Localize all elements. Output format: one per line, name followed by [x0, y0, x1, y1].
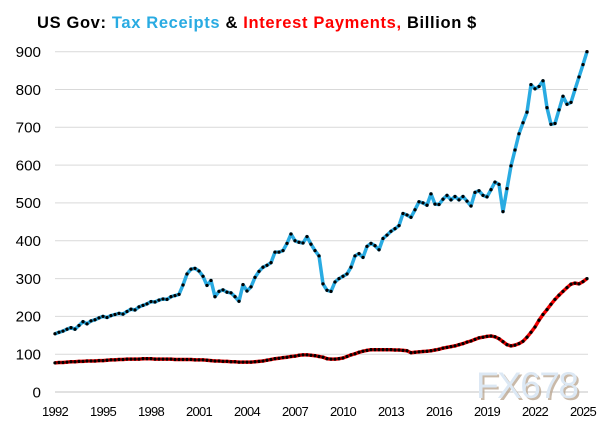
svg-text:1992: 1992 [42, 404, 69, 419]
svg-text:200: 200 [16, 309, 41, 326]
svg-text:300: 300 [16, 271, 41, 288]
svg-text:600: 600 [16, 157, 41, 174]
svg-text:2010: 2010 [330, 404, 357, 419]
svg-text:400: 400 [16, 233, 41, 250]
svg-text:2007: 2007 [282, 404, 309, 419]
svg-text:800: 800 [16, 82, 41, 99]
svg-text:2019: 2019 [474, 404, 501, 419]
svg-text:2016: 2016 [426, 404, 453, 419]
svg-text:2004: 2004 [234, 404, 261, 419]
svg-text:0: 0 [33, 384, 41, 401]
svg-text:2025: 2025 [570, 404, 597, 419]
svg-text:500: 500 [16, 195, 41, 212]
svg-text:1998: 1998 [138, 404, 165, 419]
svg-text:2001: 2001 [186, 404, 213, 419]
svg-text:2022: 2022 [522, 404, 549, 419]
svg-text:700: 700 [16, 120, 41, 137]
svg-text:900: 900 [16, 44, 41, 61]
svg-text:1995: 1995 [90, 404, 117, 419]
svg-text:US Gov: Tax Receipts & Interes: US Gov: Tax Receipts & Interest Payments… [37, 14, 477, 32]
svg-text:2013: 2013 [378, 404, 405, 419]
svg-text:FX678: FX678 [478, 367, 580, 408]
svg-text:FX678: FX678 [476, 365, 578, 406]
svg-text:100: 100 [16, 347, 41, 364]
